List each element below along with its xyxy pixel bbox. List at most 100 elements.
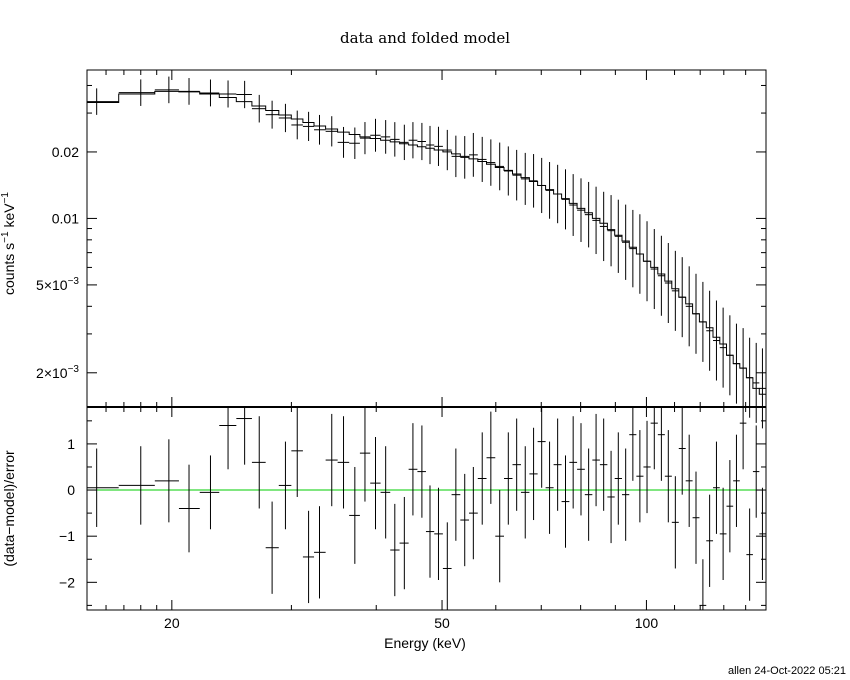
x-tick-label: 100 [635,615,659,631]
residual-point [719,487,727,581]
residual-point [390,503,400,597]
residual-point [399,496,409,590]
data-point [302,111,315,142]
residual-point [699,559,707,610]
residual-point [512,418,521,511]
y-tick-label: 2×10−3 [36,364,79,381]
residual-point [349,466,360,564]
residual-point [657,407,665,481]
residual-point [726,460,734,553]
residual-point [577,423,585,516]
data-point [733,323,740,404]
data-point [671,250,679,331]
data-point [425,125,435,165]
residual-point [434,487,443,581]
data-point [451,135,461,178]
data-point [719,307,727,388]
residual-point [460,473,470,567]
y-axis-label-top: counts s−1 keV−1 [0,192,17,295]
residual-point [469,466,478,560]
data-point [408,122,418,159]
data-point [199,79,220,107]
data-point [417,122,426,161]
residual-point [380,446,391,539]
data-point [577,178,585,242]
residual-point [643,420,651,514]
data-point [592,186,600,255]
data-point [752,342,760,423]
y-tick-label: −2 [59,574,75,590]
residual-point [265,501,279,594]
data-point [118,79,155,106]
residual-point [685,434,693,527]
data-point [236,80,252,109]
residual-point [87,448,119,527]
residual-point [713,441,720,534]
y-tick-label: 0.02 [52,144,79,160]
residual-point [592,413,600,507]
residual-point [408,423,418,516]
residual-point [154,439,179,523]
data-point [434,126,443,166]
residual-point [664,430,672,523]
residual-point [325,413,338,507]
y-tick-label: 0 [67,482,75,498]
residual-point [752,425,760,518]
residual-point [545,441,554,534]
residual-point [584,448,593,541]
residual-point [236,407,252,465]
residual-point [425,485,435,578]
data-point [390,122,400,157]
data-point [657,235,665,316]
data-point [726,315,734,396]
data-point [643,221,651,302]
residual-point [199,455,220,530]
data-point [380,120,391,154]
residual-point [477,432,487,525]
residual-point [678,407,686,495]
y-tick-exponent: −3 [68,364,80,375]
data-point [569,174,578,236]
y-axis-label-text: counts s [1,243,17,295]
residual-point [291,407,303,497]
residual-point [495,490,505,583]
residual-point [629,407,637,481]
y-tick-label: 5×10−3 [36,276,79,293]
residual-point [759,487,766,581]
data-point [636,214,644,294]
residual-point [739,407,747,470]
residual-point [337,416,350,509]
data-point [678,257,686,338]
data-point [359,122,371,155]
data-point [337,126,350,158]
y-axis-exponent: −1 [0,231,11,243]
y-axis-exponent: −1 [0,192,11,204]
residual-point [569,416,578,509]
data-point [650,229,658,310]
residual-point [520,446,530,539]
residual-point [692,471,700,564]
data-point [529,154,538,208]
data-point [370,118,381,152]
y-axis-label-bottom: (data−model)/error [1,450,17,567]
residual-point [561,455,570,548]
data-point [561,169,570,230]
data-point [219,80,237,108]
data-point [746,337,753,418]
y-tick-label: 1 [67,436,75,452]
residual-point [442,522,452,610]
residual-point [219,407,237,470]
data-point [291,110,303,140]
residual-point [314,506,326,599]
data-point [599,191,608,262]
data-point [553,164,562,224]
residual-point [636,430,644,523]
x-tick-label: 50 [434,615,450,631]
residual-point [537,407,546,488]
data-point [512,149,521,201]
top-plot-frame [86,69,767,408]
residual-point [733,434,740,527]
data-point [664,243,672,324]
